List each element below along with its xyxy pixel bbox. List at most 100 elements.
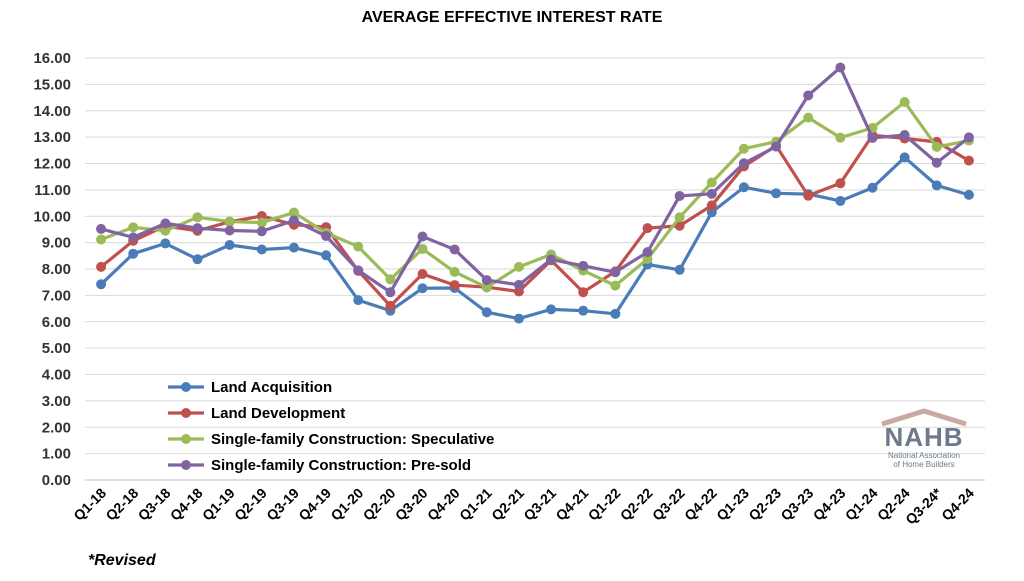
y-axis-ticks: 0.00 1.00 2.00 3.00 4.00 5.00 6.00 7.00 8.00 9.00… — [33, 50, 71, 489]
data-point — [224, 216, 235, 227]
data-point — [578, 287, 589, 298]
data-point — [578, 305, 589, 316]
data-point — [931, 141, 942, 152]
logo-subtitle-line2: of Home Builders — [893, 460, 955, 469]
data-point — [224, 225, 235, 236]
legend: Land Acquisition Land Development Single-f… — [168, 379, 494, 474]
x-tick-label: Q4-20 — [424, 485, 463, 524]
x-axis-ticks: Q1-18Q2-18Q3-18Q4-18Q1-19Q2-19Q3-19Q4-19… — [70, 484, 977, 527]
data-point — [353, 265, 364, 276]
data-point — [321, 250, 332, 261]
data-point — [899, 130, 910, 141]
data-point — [674, 220, 685, 231]
data-point — [867, 132, 878, 143]
x-tick-label: Q1-23 — [713, 485, 752, 524]
x-tick-label: Q2-18 — [102, 485, 141, 524]
series-3 — [96, 97, 974, 293]
data-point — [963, 189, 974, 200]
x-tick-label: Q2-23 — [745, 485, 784, 524]
data-point — [610, 308, 621, 319]
logo-wordmark: NAHB — [884, 422, 964, 452]
data-point — [513, 279, 524, 290]
data-point — [738, 158, 749, 169]
data-point — [385, 300, 396, 311]
data-point — [706, 207, 717, 218]
y-tick-label: 3.00 — [42, 393, 71, 410]
data-point — [160, 238, 171, 249]
data-point — [96, 234, 107, 245]
data-point — [417, 231, 428, 242]
data-point — [128, 232, 139, 243]
x-tick-label: Q3-23 — [778, 485, 817, 524]
y-tick-label: 12.00 — [33, 156, 71, 173]
data-point — [738, 143, 749, 154]
data-point — [288, 215, 299, 226]
x-tick-label: Q1-18 — [70, 485, 109, 524]
data-point — [288, 242, 299, 253]
data-point — [385, 274, 396, 285]
data-point — [867, 182, 878, 193]
data-point — [385, 287, 396, 298]
x-tick-label: Q1-24 — [842, 485, 881, 524]
data-point — [513, 261, 524, 272]
x-tick-label: Q3-19 — [263, 485, 302, 524]
y-tick-label: 0.00 — [42, 472, 71, 489]
data-point — [96, 279, 107, 290]
data-point — [449, 244, 460, 255]
revised-footnote: *Revised — [88, 552, 156, 569]
y-tick-label: 9.00 — [42, 235, 71, 252]
data-point — [160, 218, 171, 229]
data-point — [417, 243, 428, 254]
data-point — [835, 132, 846, 143]
y-tick-label: 14.00 — [33, 103, 71, 120]
data-point — [160, 225, 171, 236]
data-point — [642, 223, 653, 234]
data-point — [674, 264, 685, 275]
data-point — [449, 266, 460, 277]
legend-swatch-marker — [181, 382, 191, 392]
data-point — [803, 90, 814, 101]
data-point — [578, 260, 589, 271]
legend-swatch-marker — [181, 434, 191, 444]
y-tick-label: 15.00 — [33, 76, 71, 93]
data-point — [610, 267, 621, 278]
y-tick-label: 11.00 — [34, 182, 71, 199]
y-tick-label: 8.00 — [42, 261, 71, 278]
y-tick-label: 2.00 — [42, 419, 71, 436]
legend-label: Single-family Construction: Pre-sold — [211, 457, 471, 474]
data-point — [642, 253, 653, 264]
data-point — [96, 261, 107, 272]
data-point — [546, 304, 557, 315]
legend-label: Land Development — [211, 405, 345, 422]
data-point — [963, 155, 974, 166]
data-point — [224, 239, 235, 250]
data-point — [931, 157, 942, 168]
data-point — [481, 275, 492, 286]
data-point — [835, 195, 846, 206]
data-point — [256, 217, 267, 228]
x-tick-label: Q3-18 — [135, 485, 174, 524]
data-point — [353, 241, 364, 252]
data-point — [803, 190, 814, 201]
series-line — [100, 65, 970, 294]
x-tick-label: Q3-21 — [520, 485, 559, 524]
series-line — [100, 133, 970, 308]
x-tick-label: Q4-21 — [553, 485, 592, 524]
data-point — [610, 280, 621, 291]
data-point — [835, 62, 846, 73]
y-tick-label: 10.00 — [33, 208, 71, 225]
gridlines — [85, 57, 985, 481]
data-point — [771, 188, 782, 199]
y-tick-label: 5.00 — [42, 340, 71, 357]
data-point — [738, 182, 749, 193]
x-tick-label: Q4-24 — [938, 485, 977, 524]
x-tick-label: Q4-19 — [295, 485, 334, 524]
data-point — [417, 283, 428, 294]
data-point — [513, 313, 524, 324]
data-point — [192, 254, 203, 265]
x-tick-label: Q2-20 — [360, 485, 399, 524]
chart-title: AVERAGE EFFECTIVE INTEREST RATE — [362, 9, 663, 26]
series-line — [99, 155, 970, 321]
data-point — [321, 231, 332, 242]
data-point — [642, 247, 653, 258]
